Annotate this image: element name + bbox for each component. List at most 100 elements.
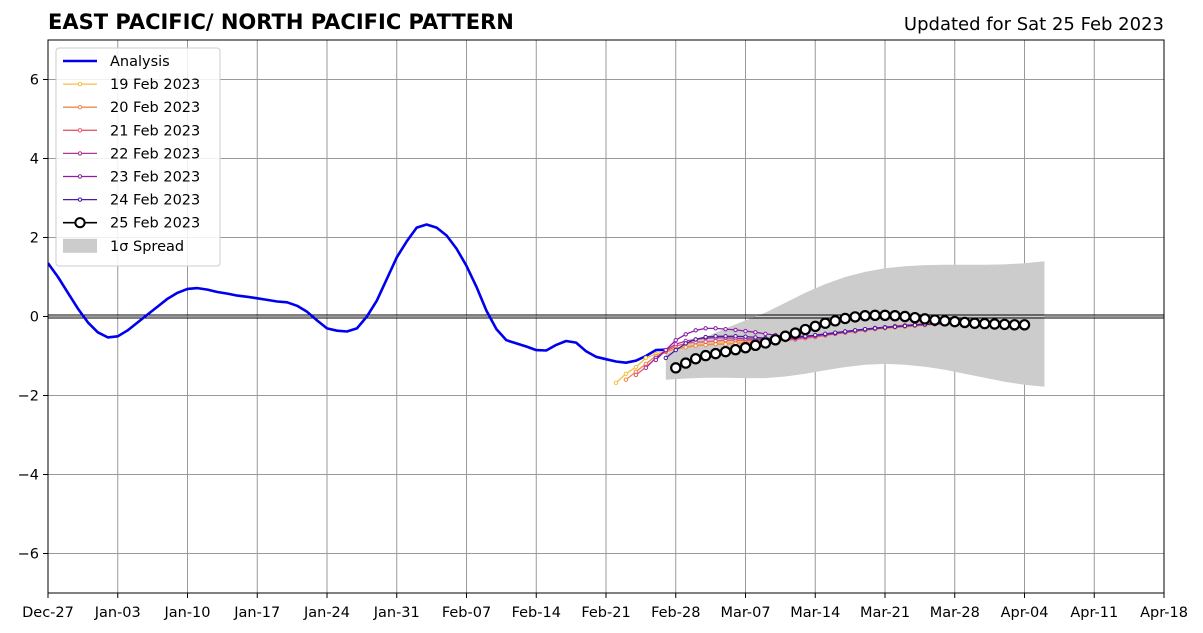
- legend-label: 19 Feb 2023: [110, 77, 200, 93]
- forecast-point: [633, 372, 639, 378]
- y-tick-label: 2: [30, 231, 39, 247]
- forecast-point: [1008, 319, 1021, 331]
- y-tick-label: 0: [30, 310, 39, 326]
- spread-band: [665, 261, 1045, 387]
- forecast-point: [713, 334, 718, 339]
- legend-entry: 21 Feb 2023: [63, 123, 200, 139]
- x-axis-ticks: Dec-27 Jan-03 Jan-10 Jan-17 Jan-24 Jan-31 Feb-…: [22, 593, 1188, 621]
- legend-entry: 25 Feb 2023: [63, 216, 200, 232]
- x-tick-label: Feb-21: [581, 605, 630, 621]
- forecast-point: [673, 341, 678, 347]
- forecast-point: [859, 310, 871, 322]
- x-tick-label: Feb-14: [512, 605, 561, 621]
- forecast-point: [842, 329, 848, 334]
- x-tick-label: Mar-14: [790, 605, 840, 621]
- legend-label: 23 Feb 2023: [110, 170, 200, 186]
- x-tick-label: Jan-10: [163, 605, 210, 621]
- forecast-point: [862, 326, 868, 332]
- forecast-point: [832, 330, 838, 335]
- legend-label: 21 Feb 2023: [110, 123, 200, 139]
- forecast-point: [643, 355, 649, 361]
- legend-label: 20 Feb 2023: [110, 100, 200, 116]
- forecast-point: [623, 371, 629, 376]
- legend-marker: [77, 105, 83, 110]
- legend-entry: 19 Feb 2023: [63, 77, 200, 93]
- forecast-point: [889, 310, 901, 322]
- forecast-point: [703, 326, 708, 331]
- forecast-point: [709, 347, 722, 360]
- forecast-point: [733, 334, 738, 339]
- legend-label: Analysis: [110, 54, 170, 70]
- legend-label: 24 Feb 2023: [110, 193, 200, 209]
- legend: Analysis 19 Feb 2023 20 Feb 2023 21 Feb 202…: [55, 47, 221, 267]
- analysis-line: [48, 223, 666, 365]
- x-tick-label: Jan-24: [303, 605, 350, 621]
- series-layer: [48, 223, 1031, 386]
- x-tick-label: Feb-07: [442, 605, 491, 621]
- forecast-point: [912, 322, 918, 328]
- forecast-point: [703, 334, 708, 340]
- forecast-point: [693, 337, 698, 342]
- legend-label: 1σ Spread: [110, 239, 184, 255]
- forecast-point: [819, 317, 831, 329]
- forecast-point: [789, 327, 802, 339]
- forecast-point: [879, 309, 891, 322]
- legend-marker: [77, 128, 83, 133]
- forecast-point: [729, 343, 742, 356]
- forecast-point: [909, 311, 921, 324]
- y-tick-label: 6: [30, 73, 39, 89]
- forecast-point: [739, 342, 752, 354]
- legend-entry: 22 Feb 2023: [63, 146, 200, 162]
- x-tick-label: Dec-27: [22, 605, 74, 621]
- forecast-point: [723, 326, 728, 332]
- x-tick-label: Apr-11: [1070, 605, 1118, 621]
- forecast-point: [1018, 319, 1031, 331]
- x-tick-label: Feb-28: [651, 605, 700, 621]
- forecast-point: [723, 334, 728, 339]
- legend-marker: [77, 81, 83, 87]
- y-tick-label: 4: [30, 152, 39, 168]
- y-tick-label: −2: [18, 389, 39, 405]
- legend-entry: 23 Feb 2023: [63, 170, 200, 186]
- legend-box: [55, 47, 221, 267]
- legend-marker: [77, 174, 83, 179]
- forecast-point: [829, 315, 841, 327]
- zero-line-layer: [48, 314, 1164, 319]
- forecast-point: [892, 324, 898, 329]
- forecast-point: [769, 334, 782, 346]
- chart-subtitle: Updated for Sat 25 Feb 2023: [904, 14, 1164, 35]
- forecast-point: [902, 323, 908, 329]
- forecast-point: [643, 365, 649, 371]
- forecast-point: [689, 353, 702, 365]
- forecast-point: [663, 355, 668, 361]
- x-tick-label: Apr-18: [1140, 605, 1188, 621]
- forecast-point: [743, 328, 748, 334]
- x-tick-label: Jan-17: [233, 605, 280, 621]
- forecast-point: [809, 320, 821, 333]
- spread-band-layer: [665, 261, 1045, 387]
- x-tick-label: Apr-04: [1001, 605, 1049, 621]
- chart-title: EAST PACIFIC/ NORTH PACIFIC PATTERN: [48, 10, 514, 34]
- forecast-point: [779, 330, 792, 342]
- forecast-point: [968, 317, 981, 329]
- forecast-point: [613, 380, 619, 386]
- forecast-point: [699, 349, 712, 362]
- forecast-point: [759, 337, 772, 349]
- forecast-point: [869, 309, 881, 322]
- legend-label: 22 Feb 2023: [110, 146, 200, 162]
- forecast-point: [653, 357, 659, 363]
- x-tick-label: Jan-31: [373, 605, 420, 621]
- forecast-point: [852, 328, 858, 333]
- legend-swatch: [63, 238, 97, 253]
- forecast-point: [919, 313, 931, 325]
- legend-entry: 20 Feb 2023: [63, 100, 200, 116]
- forecast-point: [998, 318, 1011, 331]
- forecast-point: [693, 343, 698, 348]
- forecast-point: [753, 330, 758, 335]
- forecast-point: [899, 310, 911, 323]
- legend-label: 25 Feb 2023: [110, 216, 200, 232]
- forecast-point: [703, 339, 708, 344]
- legend-marker: [77, 151, 83, 156]
- forecast-point: [799, 323, 811, 336]
